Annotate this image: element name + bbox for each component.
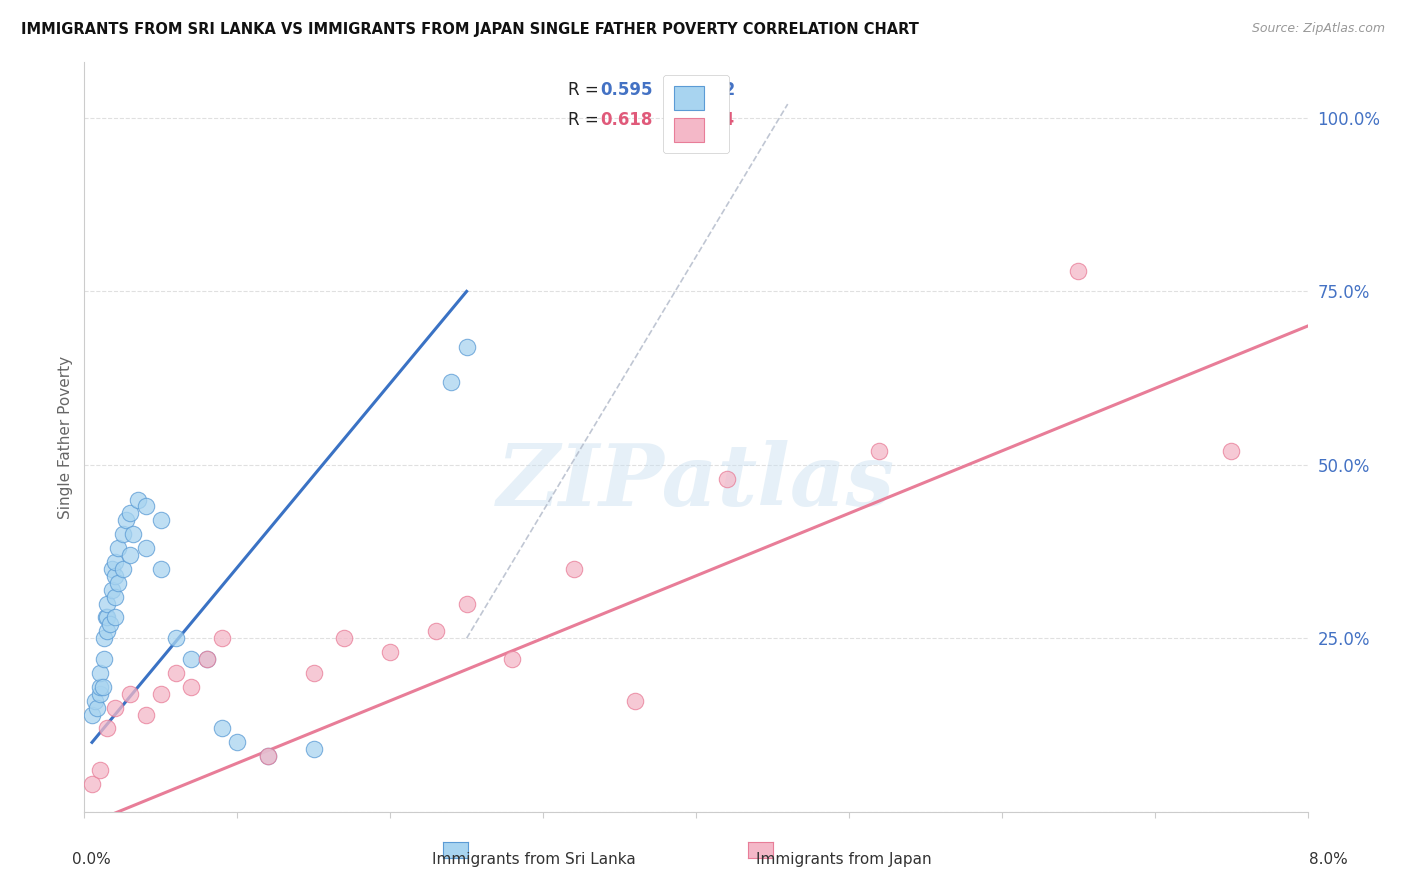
Text: 0.618: 0.618	[600, 112, 652, 129]
Text: 0.0%: 0.0%	[72, 852, 111, 867]
Text: 0.595: 0.595	[600, 81, 652, 99]
Point	[96, 597, 118, 611]
Point	[165, 665, 187, 680]
Point	[257, 749, 280, 764]
Point	[89, 763, 111, 777]
Point	[104, 590, 127, 604]
Point	[456, 597, 478, 611]
Point	[149, 562, 172, 576]
Point	[135, 707, 157, 722]
Point	[86, 700, 108, 714]
Point	[80, 777, 103, 791]
Point	[120, 548, 142, 562]
Point	[226, 735, 249, 749]
Point	[89, 680, 111, 694]
Text: ZIPatlas: ZIPatlas	[496, 441, 896, 524]
Point	[716, 472, 738, 486]
Text: IMMIGRANTS FROM SRI LANKA VS IMMIGRANTS FROM JAPAN SINGLE FATHER POVERTY CORRELA: IMMIGRANTS FROM SRI LANKA VS IMMIGRANTS …	[21, 22, 920, 37]
Point	[96, 722, 118, 736]
Text: Immigrants from Sri Lanka: Immigrants from Sri Lanka	[433, 852, 636, 867]
Point	[302, 665, 325, 680]
Point	[440, 375, 463, 389]
Point	[107, 541, 129, 555]
Point	[425, 624, 447, 639]
Point	[562, 562, 585, 576]
Text: R =: R =	[568, 112, 603, 129]
Point	[149, 513, 172, 527]
Legend: , : ,	[662, 75, 730, 153]
Point	[101, 562, 124, 576]
Point	[1067, 263, 1090, 277]
Text: N =: N =	[665, 81, 713, 99]
Point	[94, 610, 117, 624]
Text: R =: R =	[568, 81, 603, 99]
Text: N =: N =	[665, 112, 713, 129]
Point	[101, 582, 124, 597]
Text: 8.0%: 8.0%	[1309, 852, 1348, 867]
Point	[96, 624, 118, 639]
Point	[1220, 444, 1243, 458]
Point	[104, 569, 127, 583]
Text: 24: 24	[711, 112, 735, 129]
Point	[93, 632, 115, 646]
Point	[624, 694, 647, 708]
Point	[257, 749, 280, 764]
Text: Immigrants from Japan: Immigrants from Japan	[756, 852, 931, 867]
Point	[104, 555, 127, 569]
Point	[149, 687, 172, 701]
Point	[120, 507, 142, 521]
Text: 42: 42	[711, 81, 735, 99]
Point	[165, 632, 187, 646]
Point	[456, 340, 478, 354]
Point	[195, 652, 218, 666]
Point	[114, 513, 136, 527]
Point	[180, 680, 202, 694]
Point	[195, 652, 218, 666]
Point	[111, 562, 134, 576]
Point	[93, 652, 115, 666]
Point	[84, 694, 107, 708]
Point	[502, 652, 524, 666]
Point	[96, 610, 118, 624]
Point	[107, 575, 129, 590]
Point	[80, 707, 103, 722]
Point	[120, 687, 142, 701]
Point	[211, 722, 233, 736]
Point	[122, 527, 145, 541]
Point	[333, 632, 356, 646]
Point	[380, 645, 402, 659]
Point	[91, 680, 114, 694]
Point	[89, 665, 111, 680]
Point	[104, 610, 127, 624]
Point	[869, 444, 891, 458]
Point	[180, 652, 202, 666]
Point	[302, 742, 325, 756]
Point	[135, 500, 157, 514]
Point	[111, 527, 134, 541]
Point	[89, 687, 111, 701]
Point	[127, 492, 149, 507]
Point	[104, 700, 127, 714]
Point	[211, 632, 233, 646]
Text: Source: ZipAtlas.com: Source: ZipAtlas.com	[1251, 22, 1385, 36]
Point	[98, 617, 121, 632]
Y-axis label: Single Father Poverty: Single Father Poverty	[58, 356, 73, 518]
Point	[135, 541, 157, 555]
